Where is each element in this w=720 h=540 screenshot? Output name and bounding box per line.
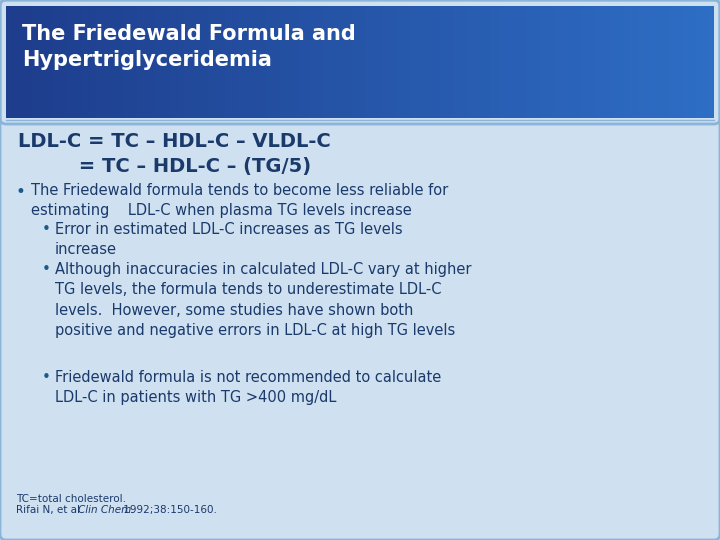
Text: Hypertriglyceridemia: Hypertriglyceridemia [22, 50, 272, 70]
Text: •: • [42, 262, 51, 277]
Text: Although inaccuracies in calculated LDL-C vary at higher
TG levels, the formula : Although inaccuracies in calculated LDL-… [55, 262, 472, 338]
Text: LDL-C = TC – HDL-C – VLDL-C: LDL-C = TC – HDL-C – VLDL-C [18, 132, 330, 151]
Text: Error in estimated LDL-C increases as TG levels
increase: Error in estimated LDL-C increases as TG… [55, 222, 402, 258]
Text: = TC – HDL-C – (TG/5): = TC – HDL-C – (TG/5) [18, 157, 311, 176]
Text: •: • [42, 370, 51, 385]
Text: The Friedewald formula tends to become less reliable for
estimating    LDL-C whe: The Friedewald formula tends to become l… [31, 183, 449, 218]
Text: Rifai N, et al.: Rifai N, et al. [16, 505, 86, 515]
Text: TC=total cholesterol.: TC=total cholesterol. [16, 494, 126, 504]
Text: •: • [42, 222, 51, 237]
Text: Friedewald formula is not recommended to calculate
LDL-C in patients with TG >40: Friedewald formula is not recommended to… [55, 370, 441, 406]
Text: The Friedewald Formula and: The Friedewald Formula and [22, 24, 356, 44]
Text: Clin Chem.: Clin Chem. [78, 505, 135, 515]
Text: •: • [16, 183, 26, 201]
Text: 1992;38:150-160.: 1992;38:150-160. [120, 505, 217, 515]
